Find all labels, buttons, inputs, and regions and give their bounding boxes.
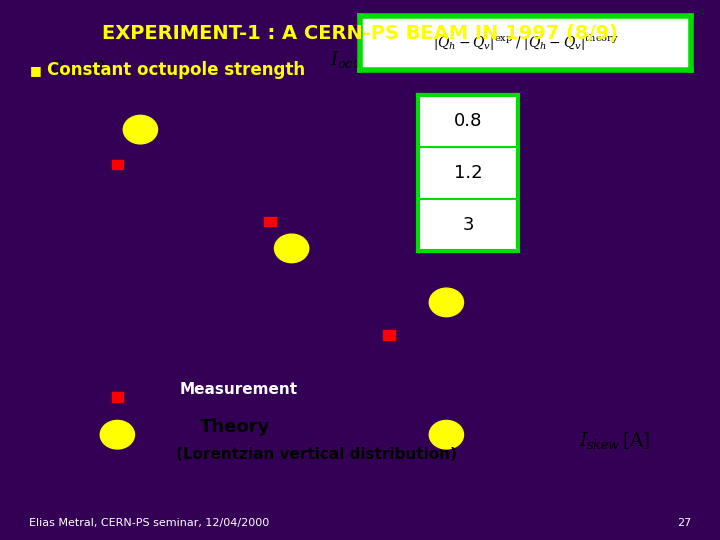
Text: $I_{oct} = 2\,\mathrm{A}$: $I_{oct} = 2\,\mathrm{A}$	[330, 49, 408, 70]
Text: Theory: Theory	[199, 417, 270, 436]
Text: $\left|Q_h - Q_v\right|^{\mathrm{exp}} \;/\; \left|Q_h - Q_v\right|^{\mathrm{the: $\left|Q_h - Q_v\right|^{\mathrm{exp}} \…	[433, 33, 618, 53]
Text: (Lorentzian vertical distribution): (Lorentzian vertical distribution)	[176, 447, 457, 462]
Text: 27: 27	[677, 518, 691, 528]
Circle shape	[274, 234, 309, 262]
Text: Constant octupole strength: Constant octupole strength	[47, 61, 305, 79]
Bar	[112, 392, 123, 402]
Bar	[112, 160, 123, 170]
Circle shape	[100, 421, 135, 449]
Text: $I_{skew}\,[\mathrm{A}]$: $I_{skew}\,[\mathrm{A}]$	[579, 430, 649, 450]
Text: ■: ■	[30, 64, 42, 77]
Circle shape	[429, 288, 464, 316]
Text: 0.8: 0.8	[454, 112, 482, 130]
Text: Measurement: Measurement	[180, 382, 298, 397]
Bar	[383, 330, 395, 340]
Bar	[264, 217, 276, 226]
Text: EXPERIMENT-1 : A CERN-PS BEAM IN 1997 (8/9): EXPERIMENT-1 : A CERN-PS BEAM IN 1997 (8…	[102, 24, 618, 43]
Text: Elias Metral, CERN-PS seminar, 12/04/2000: Elias Metral, CERN-PS seminar, 12/04/200…	[29, 518, 269, 528]
Text: 1.2: 1.2	[454, 164, 482, 182]
Circle shape	[123, 116, 158, 144]
Circle shape	[429, 421, 464, 449]
Text: 3: 3	[462, 216, 474, 234]
